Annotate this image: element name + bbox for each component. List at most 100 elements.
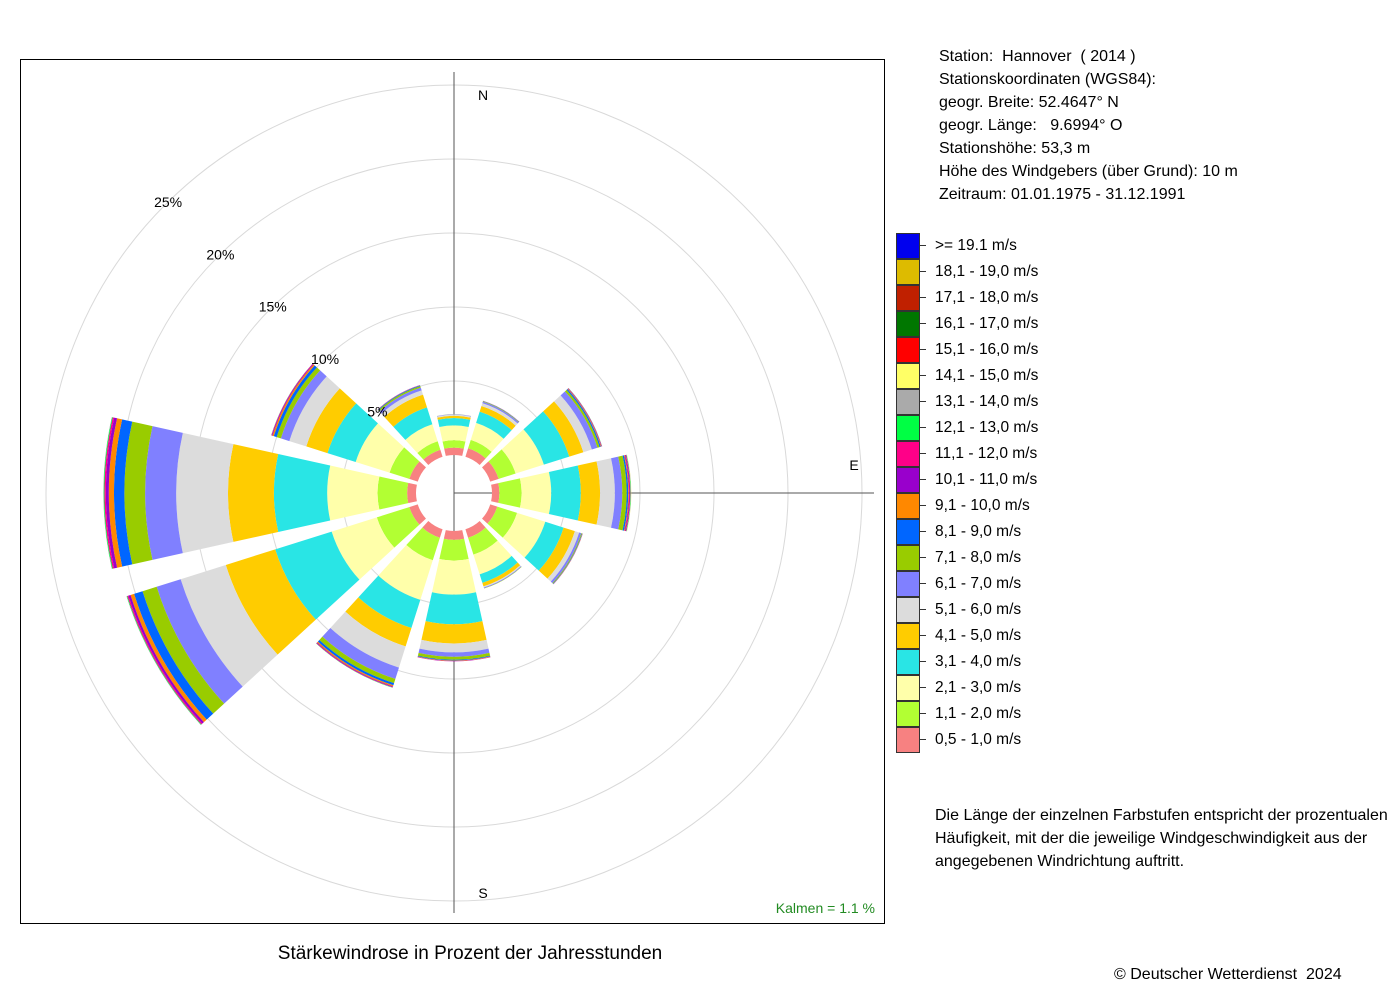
legend-tick bbox=[920, 271, 926, 272]
sector-120-band-6 bbox=[547, 531, 580, 582]
sector-210-band-9 bbox=[317, 639, 395, 686]
sector-90-band-2 bbox=[498, 478, 522, 508]
sector-90-band-7 bbox=[611, 456, 623, 530]
sector-180-band-3 bbox=[432, 558, 476, 595]
legend-swatch bbox=[896, 675, 920, 701]
sector-30-band-4 bbox=[476, 411, 512, 439]
legend-label: 18,1 - 19,0 m/s bbox=[935, 263, 1039, 280]
legend-item: 4,1 - 5,0 m/s bbox=[896, 623, 1096, 649]
sector-60-band-2 bbox=[488, 449, 516, 479]
speed-legend: >= 19.1 m/s 18,1 - 19,0 m/s 17,1 - 18,0 m/… bbox=[896, 233, 1096, 753]
sector-30-band-5 bbox=[479, 405, 516, 431]
chart-caption: Stärkewindrose in Prozent der Jahresstun… bbox=[277, 943, 663, 964]
sector-210-band-5 bbox=[345, 597, 412, 647]
sector-300-band-1 bbox=[409, 461, 426, 482]
sector-240-band-6 bbox=[180, 564, 278, 687]
legend-swatch bbox=[896, 493, 920, 519]
legend-label: 13,1 - 14,0 m/s bbox=[935, 393, 1039, 410]
legend-tick bbox=[920, 297, 926, 298]
compass-labels: N E S bbox=[478, 87, 859, 901]
sector-210-band-2 bbox=[406, 527, 440, 561]
legend-label: 1,1 - 2,0 m/s bbox=[935, 705, 1022, 722]
sector-240-band-10 bbox=[130, 593, 207, 723]
wind-rose-svg: 5% 10% 15% 20% 25% N E S Kalmen = 1.1 % bbox=[45, 72, 875, 916]
legend-swatch bbox=[896, 259, 920, 285]
legend-item: 0,5 - 1,0 m/s bbox=[896, 727, 1096, 753]
sector-240-band-2 bbox=[376, 507, 420, 548]
legend-item: 10,1 - 11,0 m/s bbox=[896, 467, 1096, 493]
sector-90-band-11 bbox=[624, 454, 630, 532]
sector-150-band-3 bbox=[473, 540, 512, 575]
copyright: © Deutscher Wetterdienst 2024 bbox=[1114, 966, 1342, 983]
sector-30-band-2 bbox=[468, 439, 492, 459]
sector-240-band-8 bbox=[142, 586, 225, 714]
sector-270-band-11 bbox=[105, 417, 118, 569]
sector-210-deg bbox=[316, 521, 443, 688]
legend-swatch bbox=[896, 233, 920, 259]
legend-label: 12,1 - 13,0 m/s bbox=[935, 419, 1039, 436]
ring-label-5: 25% bbox=[154, 194, 182, 210]
sector-180-band-2 bbox=[439, 538, 469, 561]
sector-180-band-8 bbox=[417, 652, 491, 660]
elevation: Stationshöhe: 53,3 m bbox=[939, 140, 1091, 157]
sector-30-deg bbox=[465, 400, 520, 465]
legend-tick bbox=[920, 427, 926, 428]
legend-tick bbox=[920, 323, 926, 324]
legend-item: 17,1 - 18,0 m/s bbox=[896, 285, 1096, 311]
legend-label: 6,1 - 7,0 m/s bbox=[935, 575, 1022, 592]
legend-label: 10,1 - 11,0 m/s bbox=[935, 471, 1038, 488]
compass-s: S bbox=[478, 885, 487, 901]
legend-item: 9,1 - 10,0 m/s bbox=[896, 493, 1096, 519]
sector-270-band-9 bbox=[114, 419, 133, 567]
sector-240-band-9 bbox=[134, 591, 214, 720]
legend-swatch bbox=[896, 727, 920, 753]
compass-n: N bbox=[478, 87, 488, 103]
sector-0-band-2 bbox=[442, 440, 466, 449]
legend-label: 0,5 - 1,0 m/s bbox=[935, 731, 1022, 748]
sector-270-band-7 bbox=[145, 426, 183, 560]
sector-60-band-4 bbox=[523, 411, 570, 465]
legend-label: 11,1 - 12,0 m/s bbox=[935, 445, 1038, 462]
coords-heading: Stationskoordinaten (WGS84): bbox=[939, 71, 1156, 88]
sector-330-band-5 bbox=[384, 394, 427, 427]
legend-tick bbox=[920, 739, 926, 740]
sector-300-band-8 bbox=[276, 367, 321, 439]
sector-180-band-1 bbox=[443, 530, 465, 540]
legend-label: 9,1 - 10,0 m/s bbox=[935, 497, 1030, 514]
sector-270-band-8 bbox=[124, 421, 153, 565]
sector-90-band-13 bbox=[626, 454, 631, 532]
legend-item: 11,1 - 12,0 m/s bbox=[896, 441, 1096, 467]
sector-150-deg bbox=[465, 521, 522, 589]
sector-90-deg bbox=[491, 454, 632, 532]
sector-270-band-13 bbox=[103, 417, 113, 569]
sector-330-band-6 bbox=[381, 390, 423, 417]
legend-item: 1,1 - 2,0 m/s bbox=[896, 701, 1096, 727]
sensor-height: Höhe des Windgebers (über Grund): 10 m bbox=[939, 163, 1238, 180]
legend-tick bbox=[920, 349, 926, 350]
sector-210-band-3 bbox=[378, 545, 433, 600]
legend-swatch bbox=[896, 285, 920, 311]
sector-330-band-4 bbox=[393, 407, 433, 440]
sector-90-band-14 bbox=[626, 454, 632, 532]
sector-60-band-8 bbox=[564, 389, 600, 448]
legend-tick bbox=[920, 557, 926, 558]
legend-item: 15,1 - 16,0 m/s bbox=[896, 337, 1096, 363]
sector-270-band-5 bbox=[228, 444, 279, 542]
sector-120-band-3 bbox=[502, 512, 546, 558]
sector-120-band-4 bbox=[524, 521, 564, 571]
sector-210-band-4 bbox=[358, 575, 421, 629]
sector-180-band-9 bbox=[417, 655, 491, 661]
sector-240-band-1 bbox=[409, 504, 426, 525]
sector-180-deg bbox=[417, 530, 491, 662]
legend-tick bbox=[920, 479, 926, 480]
legend-swatch bbox=[896, 363, 920, 389]
legend-tick bbox=[920, 505, 926, 506]
legend-tick bbox=[920, 531, 926, 532]
sector-300-deg bbox=[271, 363, 426, 482]
sector-90-band-9 bbox=[622, 455, 629, 531]
legend-label: 3,1 - 4,0 m/s bbox=[935, 653, 1022, 670]
sector-60-band-6 bbox=[554, 395, 592, 453]
legend-label: >= 19.1 m/s bbox=[935, 237, 1017, 254]
sector-30-band-1 bbox=[465, 448, 486, 465]
sector-150-band-5 bbox=[482, 562, 521, 587]
